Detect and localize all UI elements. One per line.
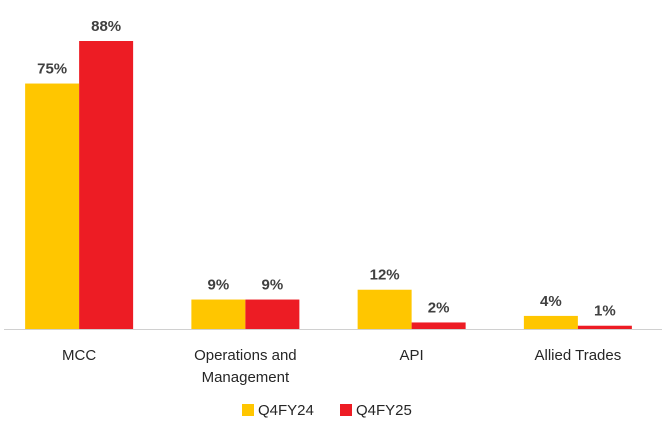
bar-q4fy24-1 <box>191 299 246 329</box>
data-label-q4fy24-0: 75% <box>37 61 67 78</box>
legend-swatch-q4fy24 <box>242 404 254 416</box>
data-label-q4fy25-1: 9% <box>262 277 284 294</box>
category-label-0: MCC <box>62 347 96 364</box>
category-label-3: Allied Trades <box>535 347 622 364</box>
category-label-line: Management <box>202 369 290 386</box>
category-label-line: Allied Trades <box>535 347 622 364</box>
data-label-q4fy24-3: 4% <box>540 293 562 310</box>
bar-q4fy24-3 <box>523 315 578 329</box>
category-label-line: Operations and <box>194 347 297 364</box>
bar-q4fy25-2 <box>411 322 466 329</box>
bar-q4fy25-0 <box>79 41 134 329</box>
bar-q4fy25-3 <box>577 325 632 329</box>
legend: Q4FY24 Q4FY25 <box>242 402 412 419</box>
category-label-line: API <box>400 347 424 364</box>
legend-swatch-q4fy25 <box>340 404 352 416</box>
category-label-1: Operations and Management <box>194 347 297 386</box>
bar-q4fy24-0 <box>25 83 80 329</box>
data-label-q4fy25-3: 1% <box>594 303 616 320</box>
data-label-q4fy24-2: 12% <box>370 267 400 284</box>
legend-label-q4fy25: Q4FY25 <box>356 402 412 419</box>
value-labels-group: 75% 88% 9% 9% 12% 2% 4% 1% <box>37 18 616 320</box>
bars-group <box>25 41 632 329</box>
category-label-line: MCC <box>62 347 96 364</box>
category-label-2: API <box>400 347 424 364</box>
bar-q4fy24-2 <box>357 289 412 329</box>
bar-q4fy25-1 <box>245 299 300 329</box>
legend-label-q4fy24: Q4FY24 <box>258 402 314 419</box>
data-label-q4fy25-2: 2% <box>428 299 450 316</box>
data-label-q4fy24-1: 9% <box>208 277 230 294</box>
category-labels-group: MCC Operations and Management API Allied Tra… <box>62 347 621 386</box>
data-label-q4fy25-0: 88% <box>91 18 121 35</box>
